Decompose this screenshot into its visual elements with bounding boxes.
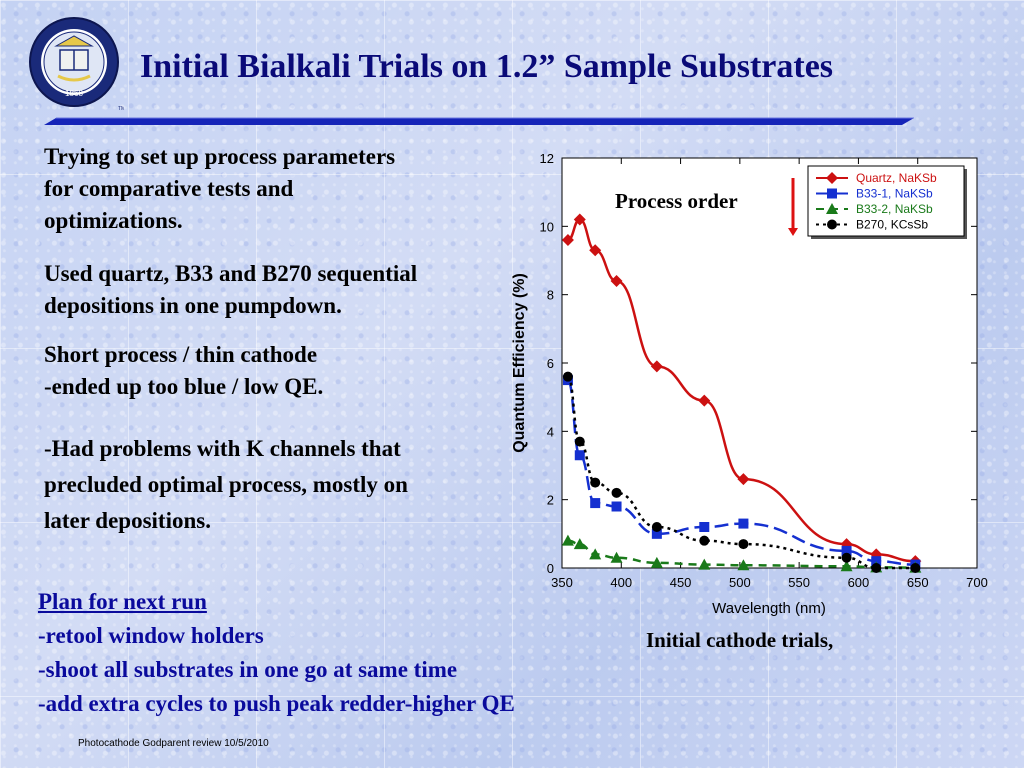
data-point: [738, 539, 749, 550]
text-line: precluded optimal process, mostly on: [44, 472, 408, 497]
plan-item: -add extra cycles to push peak redder-hi…: [38, 691, 515, 716]
y-tick-label: 4: [547, 424, 554, 439]
data-point: [573, 213, 586, 226]
x-tick-label: 650: [907, 575, 929, 590]
legend-marker: [827, 188, 837, 199]
data-point: [610, 275, 623, 287]
data-point: [738, 518, 749, 529]
data-point: [698, 394, 711, 407]
paragraph-short-process: Short process / thin cathode -ended up t…: [44, 339, 323, 403]
data-point: [841, 545, 852, 556]
y-axis-label: Quantum Efficiency (%): [511, 273, 528, 453]
slide-title: Initial Bialkali Trials on 1.2” Sample S…: [140, 48, 834, 85]
data-point: [651, 522, 662, 532]
data-point: [589, 244, 602, 257]
x-axis-label: Wavelength (nm): [712, 600, 826, 617]
data-point: [698, 558, 711, 570]
data-point: [573, 538, 586, 550]
data-point: [611, 501, 622, 512]
series-b270: [562, 371, 921, 573]
x-tick-label: 350: [551, 575, 573, 590]
x-tick-label: 600: [848, 575, 870, 590]
data-point: [590, 477, 601, 488]
legend-marker: [826, 172, 838, 184]
data-point: [574, 436, 585, 447]
process-order-label: Process order: [615, 189, 738, 213]
y-tick-label: 0: [547, 561, 554, 576]
qe-chart: 350 400 450 500 550 600 650 700 0 2 4 6 8 10 12 Wavele…: [511, 151, 988, 617]
footer-text: Photocathode Godparent review 10/5/2010: [78, 738, 269, 749]
legend-marker: [826, 203, 838, 214]
legend-label: B33-1, NaKSb: [856, 187, 933, 201]
y-tick-label: 10: [540, 219, 554, 234]
series-line: [566, 375, 916, 570]
university-seal-icon: 1868 TM: [29, 17, 124, 112]
data-point: [841, 552, 852, 563]
seal-year: 1868: [65, 89, 83, 98]
data-point: [610, 551, 623, 563]
series-line: [567, 218, 916, 563]
data-point: [699, 522, 710, 532]
text-line: -Had problems with K channels that: [44, 436, 401, 461]
x-tick-label: 450: [670, 575, 692, 590]
data-point: [910, 563, 921, 573]
x-tick-label: 400: [610, 575, 632, 590]
text-line: Short process / thin cathode: [44, 342, 318, 367]
legend-label: B270, KCsSb: [856, 218, 928, 232]
data-point: [574, 450, 585, 461]
plan-section: Plan for next run -retool window holders…: [38, 585, 515, 721]
data-point: [590, 498, 601, 509]
data-point: [737, 559, 750, 571]
chart-caption: Initial cathode trials,: [646, 628, 834, 652]
process-order-arrow: [788, 178, 798, 236]
y-tick-label: 6: [547, 356, 554, 371]
data-point: [561, 234, 574, 246]
data-point: [561, 534, 574, 546]
x-tick-label: 550: [788, 575, 810, 590]
data-point: [589, 548, 602, 560]
legend-label: Quartz, NaKSb: [856, 171, 937, 185]
text-line: later depositions.: [44, 508, 211, 533]
series-line: [566, 378, 916, 566]
x-tick-label: 500: [729, 575, 751, 590]
text-line: Used quartz, B33 and B270 sequential: [44, 261, 418, 286]
data-point: [650, 360, 663, 373]
plan-item: -retool window holders: [38, 623, 264, 648]
data-point: [651, 528, 662, 539]
plan-item: -shoot all substrates in one go at same …: [38, 657, 458, 682]
legend-label: B33-2, NaKSb: [856, 202, 933, 216]
y-tick-label: 12: [540, 151, 554, 166]
paragraph-k-channels: -Had problems with K channels that precl…: [44, 431, 408, 539]
paragraph-substrates: Used quartz, B33 and B270 sequential dep…: [44, 258, 417, 322]
data-point: [611, 487, 622, 498]
data-point: [737, 473, 750, 486]
svg-text:TM: TM: [118, 106, 124, 112]
legend-marker: [827, 219, 837, 230]
data-point: [871, 556, 882, 567]
y-tick-label: 8: [547, 288, 554, 303]
plan-heading: Plan for next run: [38, 589, 207, 614]
text-line: for comparative tests and: [44, 176, 294, 201]
title-underline: [44, 117, 914, 125]
series-line: [567, 539, 916, 569]
data-point: [699, 535, 710, 546]
text-line: Trying to set up process parameters: [44, 144, 396, 169]
text-line: -ended up too blue / low QE.: [44, 374, 324, 399]
data-point: [871, 563, 882, 573]
text-line: depositions in one pumpdown.: [44, 293, 342, 318]
data-point: [650, 556, 663, 568]
x-tick-label: 700: [966, 575, 988, 590]
y-tick-label: 2: [547, 493, 554, 508]
data-point: [840, 560, 853, 572]
text-line: optimizations.: [44, 208, 183, 233]
data-point: [870, 548, 883, 561]
paragraph-process-parameters: Trying to set up process parameters for …: [44, 141, 395, 237]
data-point: [562, 371, 573, 382]
